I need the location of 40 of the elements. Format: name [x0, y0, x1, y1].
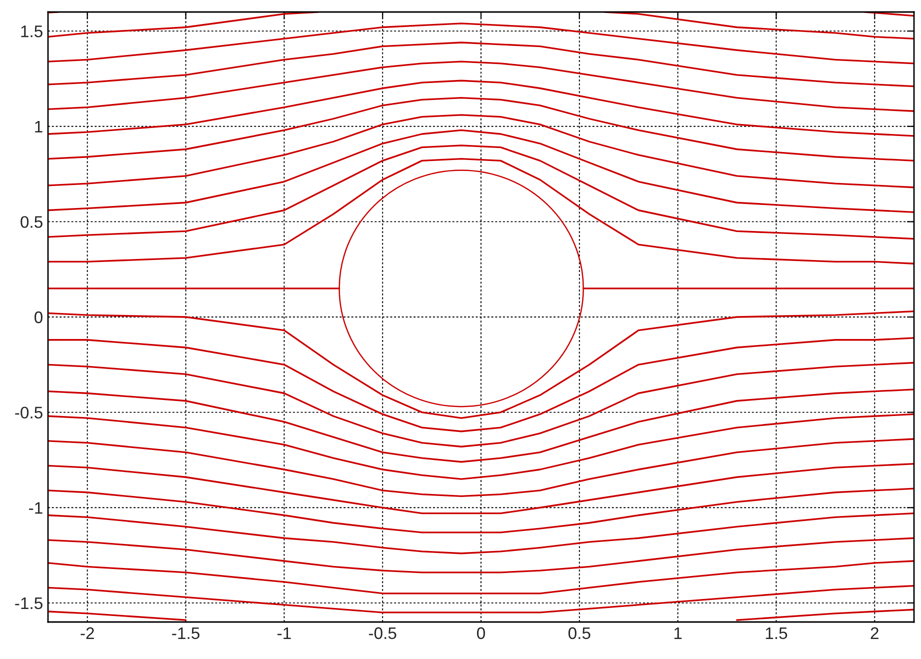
- line-series: [48, 12, 318, 38]
- y-tick-label: 0.5: [20, 216, 42, 228]
- line-series: [48, 80, 914, 137]
- line-series: [604, 12, 914, 40]
- line-series: [48, 22, 914, 64]
- line-series: [48, 560, 914, 594]
- line-series: [48, 114, 914, 188]
- line-series: [48, 388, 914, 463]
- y-tick-label: -1: [29, 502, 42, 514]
- line-series: [48, 129, 914, 213]
- line-series: [48, 310, 914, 419]
- line-series: [48, 438, 914, 498]
- line-series: [48, 488, 914, 534]
- line-series: [48, 144, 914, 240]
- y-tick-label: -0.5: [15, 406, 42, 419]
- line-series: [48, 362, 914, 448]
- y-tick-label: 1.5: [21, 26, 42, 38]
- line-series: [736, 608, 914, 621]
- line-series: [48, 512, 914, 554]
- x-tick-label: 0.5: [568, 627, 590, 640]
- x-tick-label: 2: [870, 627, 878, 639]
- line-series: [48, 462, 914, 514]
- line-series: [48, 537, 914, 574]
- line-series: [48, 60, 914, 112]
- x-tick-label: -1: [278, 627, 291, 639]
- x-tick-label: -1.5: [172, 627, 200, 640]
- line-series: [48, 413, 914, 480]
- line-series: [48, 96, 914, 162]
- line-series: [48, 42, 914, 88]
- x-tick-label: -2: [80, 627, 94, 639]
- y-tick-label: -1.5: [15, 598, 42, 610]
- x-tick-label: 0: [477, 627, 485, 640]
- x-tick-label: -0.5: [368, 627, 396, 640]
- line-series: [48, 584, 914, 614]
- x-tick-label: 1: [674, 627, 682, 639]
- y-tick-label: 0: [34, 311, 42, 324]
- line-series: [48, 337, 914, 432]
- y-tick-label: 1: [35, 120, 42, 132]
- line-series: [48, 158, 914, 264]
- x-tick-label: 1.5: [766, 627, 788, 640]
